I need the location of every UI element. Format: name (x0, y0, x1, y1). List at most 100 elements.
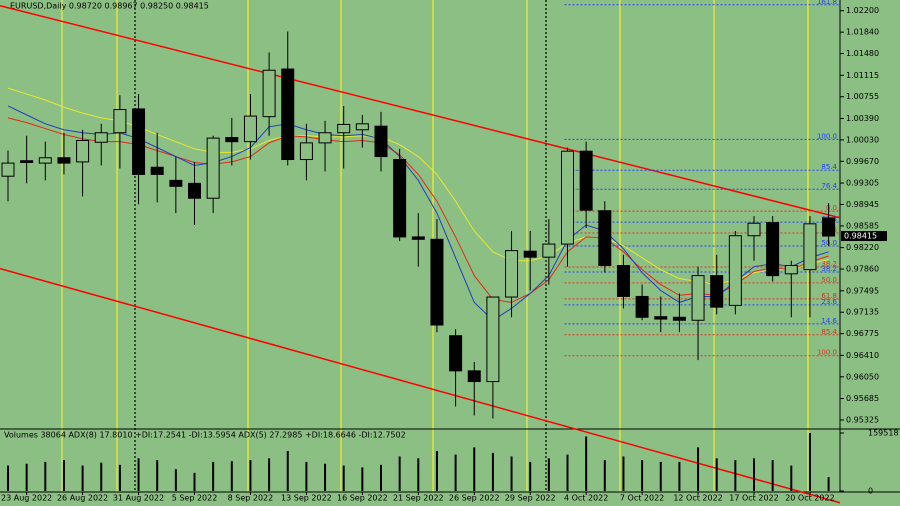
candle-body (169, 179, 183, 187)
candle-body (243, 115, 257, 143)
y-tick-label: 0.97135 (846, 308, 879, 317)
x-tick-label: 29 Sep 2022 (505, 494, 556, 503)
candle-body (76, 139, 90, 163)
fib-label: 100.0 (817, 132, 837, 140)
candle-body (822, 217, 836, 237)
last-price-box (841, 231, 887, 242)
candle-body (225, 137, 239, 143)
candle-body (299, 142, 313, 161)
y-tick-label: 0.96050 (846, 372, 879, 381)
candle-body (710, 275, 724, 308)
candle-body (467, 370, 481, 383)
candle-body (691, 275, 705, 321)
x-tick-label: 16 Sep 2022 (337, 494, 388, 503)
fib-label: 161.8 (817, 0, 837, 6)
x-tick-label: 20 Oct 2022 (785, 494, 834, 503)
candle-body (449, 335, 463, 372)
last-price-label: 0.98415 (844, 232, 877, 241)
y-tick-label: 0.99305 (846, 179, 879, 188)
fib-label: 50.0 (821, 276, 837, 284)
trendline (0, 267, 841, 504)
candle-body (411, 236, 425, 240)
chart-title: EURUSD,Daily 0.98720 0.98967 0.98250 0.9… (10, 2, 209, 11)
y-tick-label: 0.97495 (846, 286, 879, 295)
volume-tick-label: 0 (868, 487, 873, 496)
candle-body (672, 316, 686, 321)
y-tick-label: 0.95685 (846, 394, 879, 403)
candle-body (561, 150, 574, 245)
x-tick-label: 8 Sep 2022 (228, 494, 274, 503)
fib-label: 76.4 (821, 182, 837, 190)
y-tick-label: 1.01115 (846, 71, 879, 80)
candle-body (579, 150, 593, 211)
candle-body (784, 264, 798, 275)
x-tick-label: 31 Aug 2022 (113, 494, 164, 503)
y-tick-label: 0.98585 (846, 221, 879, 230)
y-tick-label: 1.00390 (846, 114, 879, 123)
candle-body (38, 157, 52, 164)
fib-label: 38.2 (821, 265, 837, 273)
candle-body (318, 132, 332, 144)
candle-body (20, 160, 34, 164)
y-tick-label: 1.00755 (846, 92, 879, 101)
y-tick-label: 1.02200 (846, 6, 879, 15)
candle-body (523, 250, 537, 258)
candle-body (262, 69, 276, 118)
y-tick-label: 0.99670 (846, 157, 879, 166)
candle-body (430, 238, 444, 326)
fib-label: 38.2 (821, 260, 837, 268)
y-tick-label: 0.97860 (846, 265, 879, 274)
y-tick-label: 0.98945 (846, 200, 879, 209)
period-separators (61, 0, 809, 492)
fib-label: 14.6 (821, 317, 837, 325)
candle-body (598, 210, 612, 266)
candle-body (150, 166, 164, 175)
candle-body (206, 137, 220, 199)
candle-body (803, 223, 817, 271)
candle-body (728, 235, 742, 306)
y-tick-label: 1.01840 (846, 28, 879, 37)
candle-body (132, 108, 146, 175)
fib-label: 85.4 (821, 328, 837, 336)
y-tick-label: 1.01480 (846, 49, 879, 58)
y-tick-label: 0.95325 (846, 415, 879, 424)
candle-body (393, 159, 407, 238)
candle-body (281, 68, 295, 161)
x-tick-label: 21 Sep 2022 (393, 494, 444, 503)
candle-body (57, 157, 71, 164)
candle-body (766, 222, 780, 277)
volume-tick-label: 159518 (868, 429, 899, 438)
y-tick-label: 0.98220 (846, 243, 879, 252)
candle-body (654, 316, 668, 320)
candle-body (542, 243, 556, 258)
y-tick-label: 1.00030 (846, 135, 879, 144)
fib-label: 0.0 (826, 204, 837, 212)
fib-label: 85.4 (821, 163, 837, 171)
candle-body (635, 295, 649, 318)
candle-body (747, 222, 761, 237)
fib-label: 61.8 (821, 292, 837, 300)
candle-body (616, 264, 630, 297)
x-tick-label: 26 Sep 2022 (449, 494, 500, 503)
fib-label: 50.0 (821, 239, 837, 247)
x-tick-label: 4 Oct 2022 (564, 494, 608, 503)
candle-body (486, 296, 500, 383)
x-tick-label: 17 Oct 2022 (729, 494, 778, 503)
x-tick-label: 13 Sep 2022 (281, 494, 332, 503)
candle-body (188, 182, 201, 199)
candle-body (374, 125, 388, 158)
x-tick-label: 26 Aug 2022 (57, 494, 108, 503)
fib-label: 23.6 (821, 298, 837, 306)
candle-body (1, 162, 15, 177)
candle-body (337, 123, 351, 134)
x-tick-label: 23 Aug 2022 (1, 494, 52, 503)
candle-body (355, 123, 369, 131)
y-tick-label: 0.96410 (846, 351, 879, 360)
volume-title: Volumes 38064 ADX(8) 17.8010 +DI:17.2541… (4, 431, 406, 440)
trendline (0, 4, 841, 219)
candle-body (113, 109, 127, 134)
x-tick-label: 12 Oct 2022 (673, 494, 722, 503)
